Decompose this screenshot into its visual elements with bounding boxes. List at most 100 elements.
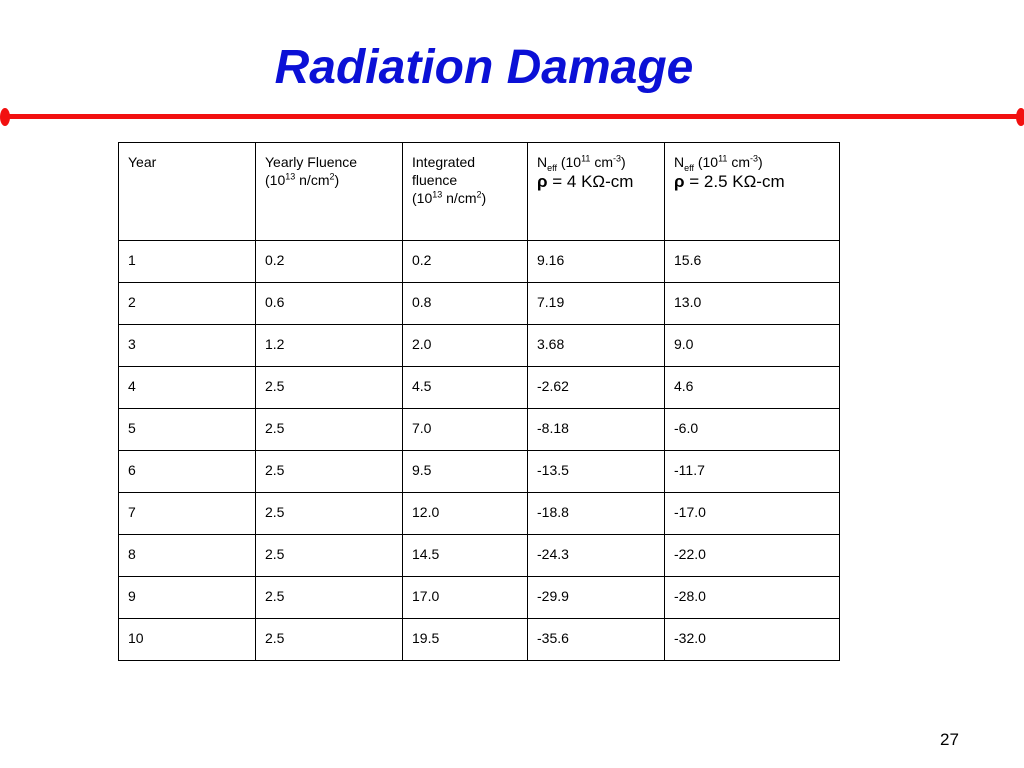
unit-exponent: 11 xyxy=(581,153,591,164)
cell-neff-4kohm: -13.5 xyxy=(527,450,665,493)
neff-symbol: N xyxy=(674,154,685,170)
cell-year: 4 xyxy=(118,366,256,409)
table-row: 10 2.5 19.5 -35.6 -32.0 xyxy=(118,618,840,661)
unit-text: cm xyxy=(727,154,750,170)
header-neff-2-5kohm: Neff (1011 cm-3) ρ = 2.5 KΩ-cm xyxy=(664,142,840,241)
unit-text: n/cm xyxy=(442,190,477,206)
cell-neff-4kohm: -24.3 xyxy=(527,534,665,577)
cell-integrated-fluence: 4.5 xyxy=(402,366,528,409)
cell-year: 2 xyxy=(118,282,256,325)
radiation-damage-table: Year Yearly Fluence (1013 n/cm2) Integra… xyxy=(118,142,840,661)
unit-exponent: -3 xyxy=(750,153,759,164)
unit-exponent: 2 xyxy=(329,171,335,182)
unit-text: (10 xyxy=(412,190,433,206)
unit-exponent: 11 xyxy=(718,153,728,164)
rho-equals: = xyxy=(684,172,704,191)
rho-symbol: ρ xyxy=(674,172,685,191)
rho-symbol: ρ xyxy=(537,172,548,191)
cell-yearly-fluence: 1.2 xyxy=(255,324,403,367)
table-row: 9 2.5 17.0 -29.9 -28.0 xyxy=(118,576,840,619)
unit-text: ) xyxy=(621,154,626,170)
neff-subscript: eff xyxy=(684,162,694,173)
cell-year: 1 xyxy=(118,240,256,283)
cell-neff-2-5kohm: -17.0 xyxy=(664,492,840,535)
cell-year: 10 xyxy=(118,618,256,661)
cell-neff-4kohm: -2.62 xyxy=(527,366,665,409)
cell-neff-2-5kohm: 9.0 xyxy=(664,324,840,367)
cell-yearly-fluence: 2.5 xyxy=(255,534,403,577)
unit-text: (10 xyxy=(556,154,582,170)
neff-subscript: eff xyxy=(547,162,557,173)
cell-year: 7 xyxy=(118,492,256,535)
unit-text: ) xyxy=(334,172,340,188)
cell-neff-4kohm: -29.9 xyxy=(527,576,665,619)
cell-integrated-fluence: 2.0 xyxy=(402,324,528,367)
resistivity-value: 2.5 KΩ-cm xyxy=(703,172,785,191)
table-row: 8 2.5 14.5 -24.3 -22.0 xyxy=(118,534,840,577)
table-row: 3 1.2 2.0 3.68 9.0 xyxy=(118,324,840,367)
cell-neff-2-5kohm: -6.0 xyxy=(664,408,840,451)
rule-right-cap xyxy=(1016,108,1024,126)
unit-text: ) xyxy=(758,154,763,170)
table-row: 4 2.5 4.5 -2.62 4.6 xyxy=(118,366,840,409)
header-year: Year xyxy=(118,142,256,241)
resistivity-value: 4 KΩ-cm xyxy=(566,172,634,191)
cell-integrated-fluence: 17.0 xyxy=(402,576,528,619)
header-yearly-fluence: Yearly Fluence (1013 n/cm2) xyxy=(255,142,403,241)
cell-integrated-fluence: 9.5 xyxy=(402,450,528,493)
cell-neff-2-5kohm: -28.0 xyxy=(664,576,840,619)
cell-integrated-fluence: 19.5 xyxy=(402,618,528,661)
cell-year: 6 xyxy=(118,450,256,493)
table-row: 2 0.6 0.8 7.19 13.0 xyxy=(118,282,840,325)
cell-neff-2-5kohm: -32.0 xyxy=(664,618,840,661)
header-integrated-fluence-label: Integrated fluence xyxy=(412,154,476,188)
table-row: 7 2.5 12.0 -18.8 -17.0 xyxy=(118,492,840,535)
cell-neff-4kohm: 3.68 xyxy=(527,324,665,367)
unit-text: ) xyxy=(481,190,487,206)
header-neff-4kohm: Neff (1011 cm-3) ρ = 4 KΩ-cm xyxy=(527,142,665,241)
cell-yearly-fluence: 0.6 xyxy=(255,282,403,325)
cell-year: 5 xyxy=(118,408,256,451)
cell-integrated-fluence: 14.5 xyxy=(402,534,528,577)
cell-yearly-fluence: 2.5 xyxy=(255,576,403,619)
cell-yearly-fluence: 2.5 xyxy=(255,366,403,409)
cell-integrated-fluence: 0.8 xyxy=(402,282,528,325)
cell-integrated-fluence: 0.2 xyxy=(402,240,528,283)
cell-year: 8 xyxy=(118,534,256,577)
cell-yearly-fluence: 0.2 xyxy=(255,240,403,283)
unit-exponent: 13 xyxy=(285,171,296,182)
slide-title: Radiation Damage xyxy=(274,41,694,94)
cell-neff-2-5kohm: -22.0 xyxy=(664,534,840,577)
cell-yearly-fluence: 2.5 xyxy=(255,408,403,451)
cell-neff-4kohm: 7.19 xyxy=(527,282,665,325)
page-number: 27 xyxy=(940,730,959,749)
cell-yearly-fluence: 2.5 xyxy=(255,492,403,535)
header-year-label: Year xyxy=(128,154,157,170)
unit-exponent: 2 xyxy=(476,189,482,200)
unit-exponent: -3 xyxy=(613,153,622,164)
cell-integrated-fluence: 12.0 xyxy=(402,492,528,535)
cell-yearly-fluence: 2.5 xyxy=(255,618,403,661)
table-row: 6 2.5 9.5 -13.5 -11.7 xyxy=(118,450,840,493)
cell-neff-4kohm: 9.16 xyxy=(527,240,665,283)
rho-equals: = xyxy=(547,172,567,191)
cell-neff-4kohm: -18.8 xyxy=(527,492,665,535)
resistivity-label: ρ = 4 KΩ-cm xyxy=(537,172,633,191)
rule-left-cap xyxy=(0,108,10,126)
table-header-row: Year Yearly Fluence (1013 n/cm2) Integra… xyxy=(118,142,840,241)
cell-year: 9 xyxy=(118,576,256,619)
cell-integrated-fluence: 7.0 xyxy=(402,408,528,451)
cell-neff-2-5kohm: -11.7 xyxy=(664,450,840,493)
unit-text: cm xyxy=(590,154,613,170)
title-divider xyxy=(6,114,1018,119)
unit-text: (10 xyxy=(693,154,719,170)
cell-year: 3 xyxy=(118,324,256,367)
header-integrated-fluence: Integrated fluence (1013 n/cm2) xyxy=(402,142,528,241)
cell-neff-2-5kohm: 4.6 xyxy=(664,366,840,409)
cell-neff-2-5kohm: 15.6 xyxy=(664,240,840,283)
unit-text: (10 xyxy=(265,172,286,188)
cell-yearly-fluence: 2.5 xyxy=(255,450,403,493)
cell-neff-2-5kohm: 13.0 xyxy=(664,282,840,325)
cell-neff-4kohm: -35.6 xyxy=(527,618,665,661)
table-row: 5 2.5 7.0 -8.18 -6.0 xyxy=(118,408,840,451)
